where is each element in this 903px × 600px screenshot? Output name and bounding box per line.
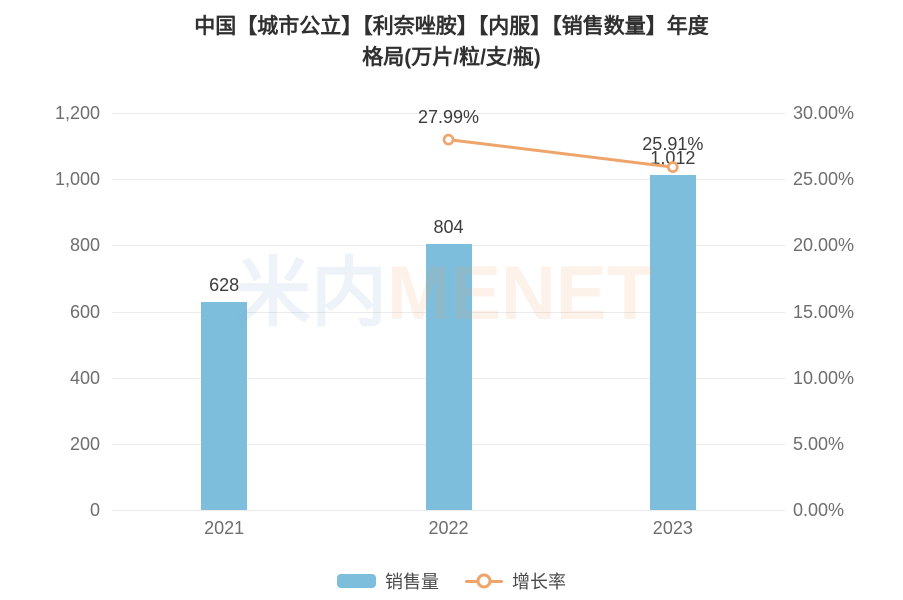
right-axis-tick: 15.00% — [793, 302, 855, 322]
gridline — [112, 113, 785, 114]
chart-title-line2: 格局(万片/粒/支/瓶) — [362, 46, 541, 69]
bar-2022[interactable] — [425, 244, 472, 510]
legend-item-growth[interactable]: 增长率 — [465, 568, 566, 594]
growth-rate-line — [448, 138, 673, 169]
x-axis-label-2021: 2021 — [204, 518, 245, 538]
gridline — [112, 510, 785, 511]
left-axis-tick: 1,000 — [54, 169, 100, 189]
right-axis-tick: 0.00% — [793, 500, 845, 520]
chart-title: 中国【城市公立】【利奈唑胺】【内服】【销售数量】年度 格局(万片/粒/支/瓶) — [0, 11, 903, 73]
growth-marker-2022[interactable] — [442, 133, 455, 146]
left-axis-tick: 400 — [69, 368, 100, 388]
right-axis-tick: 10.00% — [793, 368, 855, 388]
left-axis-tick: 600 — [69, 302, 100, 322]
right-axis-tick: 30.00% — [793, 103, 855, 123]
x-axis-label-2022: 2022 — [428, 518, 469, 538]
x-axis-label-2023: 2023 — [652, 518, 693, 538]
growth-value-label-2022: 27.99% — [417, 106, 480, 127]
bar-value-label-2021: 628 — [209, 275, 240, 296]
bar-2023[interactable] — [649, 175, 696, 510]
plot-area: 628 804 1,012 27.99% 25.91% — [112, 107, 785, 511]
left-axis-tick: 800 — [69, 235, 100, 255]
bar-value-label-2023: 1,012 — [650, 148, 696, 169]
chart-title-line1: 中国【城市公立】【利奈唑胺】【内服】【销售数量】年度 — [194, 15, 709, 38]
growth-rate-line-layer — [442, 133, 679, 173]
right-axis-tick: 20.00% — [793, 235, 855, 255]
growth-marker-2023[interactable] — [666, 161, 679, 173]
right-axis-tick: 5.00% — [793, 434, 845, 454]
gridline — [112, 179, 785, 180]
legend-label-growth: 增长率 — [512, 572, 566, 592]
legend: 销售量 增长率 — [0, 568, 903, 594]
line-marker-icon — [476, 573, 492, 589]
bar-value-label-2022: 804 — [433, 217, 464, 237]
left-axis-tick: 200 — [69, 434, 100, 454]
growth-value-label-2023: 25.91% — [642, 134, 704, 155]
legend-item-sales[interactable]: 销售量 — [337, 568, 439, 594]
left-axis-tick: 0 — [89, 500, 100, 520]
line-series-swatch — [465, 573, 503, 589]
bar-series-swatch — [337, 574, 376, 588]
left-axis-tick: 1,200 — [54, 103, 100, 123]
legend-label-sales: 销售量 — [385, 572, 439, 592]
right-axis-tick: 25.00% — [793, 169, 855, 189]
bar-2021[interactable] — [201, 302, 248, 510]
